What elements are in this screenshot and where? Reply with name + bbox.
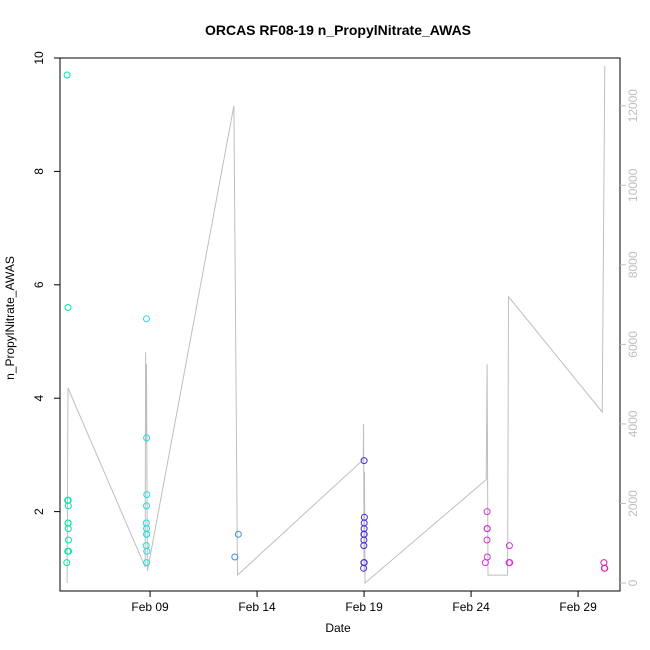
x-axis-label: Date [325,621,351,635]
x-tick-label: Feb 09 [131,600,169,614]
y-tick-label: 8 [32,168,46,175]
data-point [483,525,491,533]
data-point [143,434,151,442]
data-point [64,525,72,533]
y2-tick-label: 4000 [626,410,640,437]
data-point [143,530,150,538]
x-tick-label: Feb 19 [345,600,383,614]
data-point [481,559,489,567]
data-point [601,564,609,572]
y-tick-label: 2 [32,508,46,515]
y-tick-label: 10 [32,51,46,65]
y2-tick-label: 10000 [626,168,640,202]
data-point [143,525,151,533]
data-point [65,547,73,555]
data-point [505,559,513,567]
y-tick-label: 6 [32,281,46,288]
y-axis-label: n_PropylNitrate_AWAS [3,256,17,380]
data-point [505,542,513,550]
data-point [483,536,491,544]
y2-tick-label: 2000 [626,490,640,517]
data-point [483,553,491,561]
data-point [142,542,150,550]
data-point [64,519,72,527]
altitude-line-layer [66,65,606,585]
y2-tick-label: 8000 [626,251,640,278]
data-point [143,315,150,323]
data-point [65,536,72,544]
y-tick-label: 4 [32,395,46,402]
data-point [63,559,71,567]
data-point [143,502,150,510]
y-axis-left: 2 4 6 8 10 [32,51,60,515]
altitude-line [66,65,606,585]
chart-title: ORCAS RF08-19 n_PropylNitrate_AWAS [205,22,471,38]
data-point [143,547,151,555]
data-point [360,457,368,465]
y2-tick-label: 6000 [626,331,640,358]
x-tick-label: Feb 29 [559,600,597,614]
scatter-points-layer [63,71,609,572]
data-point [483,508,491,516]
x-tick-label: Feb 14 [238,600,276,614]
data-point [63,71,71,79]
data-point [360,564,368,572]
data-point [360,542,368,550]
data-point [231,553,239,561]
data-point [64,502,72,510]
data-point [142,519,150,527]
data-point [64,304,72,311]
data-point [600,559,608,567]
y-axis-right: 0 2000 4000 6000 8000 10000 12000 [620,89,640,586]
x-axis: Feb 09 Feb 14 Feb 19 Feb 24 Feb 29 [131,591,597,614]
plot-frame [59,57,621,592]
y2-tick-label: 0 [626,579,640,586]
data-point [234,530,242,538]
data-point [143,559,151,567]
data-point [143,491,151,499]
y2-tick-label: 12000 [626,89,640,123]
x-tick-label: Feb 24 [452,600,490,614]
